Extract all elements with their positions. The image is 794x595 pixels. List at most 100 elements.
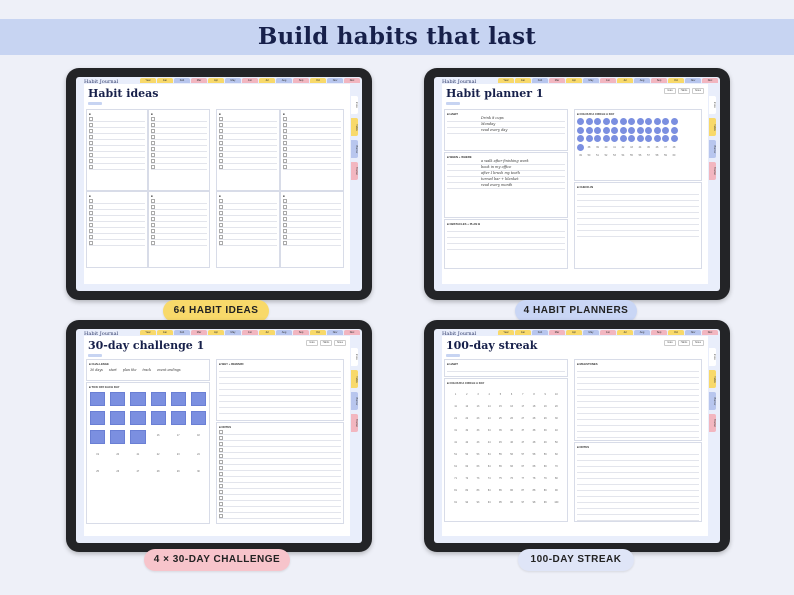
streak-day[interactable]: 58 xyxy=(532,453,536,456)
filled-circle[interactable] xyxy=(577,135,584,142)
empty-day[interactable]: 18 xyxy=(197,434,200,437)
streak-day[interactable]: 53 xyxy=(476,453,480,456)
filled-circle[interactable] xyxy=(585,135,593,142)
checkbox[interactable] xyxy=(283,153,288,158)
month-tab[interactable]: Apr xyxy=(208,330,224,335)
checkbox[interactable] xyxy=(219,141,224,146)
streak-day[interactable]: 52 xyxy=(465,453,469,456)
filled-circle[interactable] xyxy=(611,118,618,125)
streak-day[interactable]: 91 xyxy=(454,501,457,504)
checkbox[interactable] xyxy=(219,117,224,122)
side-tab[interactable]: Index xyxy=(351,348,358,366)
checkbox[interactable] xyxy=(89,147,94,152)
streak-day[interactable]: 22 xyxy=(465,417,469,420)
checkbox[interactable] xyxy=(89,241,94,246)
side-tab[interactable]: Tracker xyxy=(709,162,716,180)
checkbox[interactable] xyxy=(151,147,156,152)
completed-day[interactable] xyxy=(170,411,186,425)
filled-circle[interactable] xyxy=(628,126,635,134)
month-tab[interactable]: Sep xyxy=(651,78,667,83)
checkbox[interactable] xyxy=(151,117,156,122)
checkbox[interactable] xyxy=(89,129,94,134)
streak-day[interactable]: 63 xyxy=(476,465,480,468)
checkbox[interactable] xyxy=(283,135,288,140)
filled-circle[interactable] xyxy=(670,118,678,125)
page-tab[interactable]: Index xyxy=(664,340,676,346)
month-tab[interactable]: Dec xyxy=(344,78,360,83)
filled-circle[interactable] xyxy=(619,126,627,134)
streak-day[interactable]: 100 xyxy=(554,501,559,504)
streak-day[interactable]: 19 xyxy=(543,405,547,408)
empty-circle[interactable]: 58 xyxy=(655,154,659,157)
streak-day[interactable]: 86 xyxy=(510,489,513,492)
side-tab[interactable]: Habits xyxy=(709,118,716,136)
checkbox[interactable] xyxy=(219,129,224,134)
empty-day[interactable]: 24 xyxy=(197,453,200,456)
streak-day[interactable]: 87 xyxy=(521,489,525,492)
month-tab[interactable]: Sep xyxy=(651,330,667,335)
month-tab[interactable]: Sep xyxy=(293,330,309,335)
checkbox[interactable] xyxy=(89,217,94,222)
month-tab[interactable]: Oct xyxy=(668,330,684,335)
checkbox[interactable] xyxy=(283,159,288,164)
filled-circle[interactable] xyxy=(636,135,644,142)
filled-circle[interactable] xyxy=(653,126,661,134)
month-tab[interactable]: Jul xyxy=(259,330,275,335)
streak-day[interactable]: 9 xyxy=(544,393,546,396)
checkbox[interactable] xyxy=(151,123,156,128)
checkbox[interactable] xyxy=(219,466,224,471)
empty-day[interactable]: 20 xyxy=(116,453,120,456)
month-tab[interactable]: Oct xyxy=(310,78,326,83)
streak-day[interactable]: 13 xyxy=(476,405,480,408)
checkbox[interactable] xyxy=(219,478,224,483)
month-tab[interactable]: Feb xyxy=(174,78,190,83)
checkbox[interactable] xyxy=(151,229,156,234)
checkbox[interactable] xyxy=(151,153,156,158)
month-tab[interactable]: May xyxy=(583,78,599,83)
filled-circle[interactable] xyxy=(602,126,610,134)
checkbox[interactable] xyxy=(219,159,224,164)
streak-day[interactable]: 16 xyxy=(510,405,513,408)
checkbox[interactable] xyxy=(151,129,156,134)
streak-day[interactable]: 56 xyxy=(510,453,513,456)
month-tab[interactable]: Year xyxy=(140,78,156,83)
streak-day[interactable]: 37 xyxy=(521,429,525,432)
checkbox[interactable] xyxy=(151,135,156,140)
checkbox[interactable] xyxy=(283,199,288,204)
month-tab[interactable]: Nov xyxy=(327,330,343,335)
checkbox[interactable] xyxy=(151,165,156,170)
checkbox[interactable] xyxy=(283,211,288,216)
side-tab[interactable]: Tracker xyxy=(351,162,358,180)
empty-day[interactable]: 30 xyxy=(197,470,200,473)
completed-day[interactable] xyxy=(190,392,206,406)
empty-day[interactable]: 26 xyxy=(116,470,120,473)
empty-day[interactable]: 23 xyxy=(176,453,180,456)
streak-day[interactable]: 65 xyxy=(499,465,502,468)
checkbox[interactable] xyxy=(219,235,224,240)
checkbox[interactable] xyxy=(283,147,288,152)
completed-day[interactable] xyxy=(90,411,106,425)
empty-circle[interactable]: 55 xyxy=(630,154,633,157)
checkbox[interactable] xyxy=(151,223,156,228)
checkbox[interactable] xyxy=(283,235,288,240)
streak-day[interactable]: 83 xyxy=(476,489,480,492)
empty-circle[interactable]: 38 xyxy=(587,145,591,149)
streak-day[interactable]: 60 xyxy=(555,453,558,456)
month-tab[interactable]: Aug xyxy=(276,78,292,83)
month-tab[interactable]: Year xyxy=(498,330,514,335)
streak-day[interactable]: 99 xyxy=(543,501,547,504)
empty-circle[interactable]: 49 xyxy=(579,154,582,157)
month-tab[interactable]: Dec xyxy=(344,330,360,335)
checkbox[interactable] xyxy=(219,448,224,453)
streak-day[interactable]: 36 xyxy=(510,429,513,432)
streak-day[interactable]: 17 xyxy=(521,405,525,408)
empty-day[interactable]: 16 xyxy=(156,434,160,437)
checkbox[interactable] xyxy=(283,229,288,234)
streak-day[interactable]: 57 xyxy=(521,453,525,456)
checkbox[interactable] xyxy=(151,159,156,164)
month-tab[interactable]: Aug xyxy=(276,330,292,335)
filled-circle[interactable] xyxy=(611,135,618,142)
streak-day[interactable]: 69 xyxy=(543,465,547,468)
month-tab[interactable]: Apr xyxy=(566,330,582,335)
empty-day[interactable]: 19 xyxy=(96,453,99,456)
